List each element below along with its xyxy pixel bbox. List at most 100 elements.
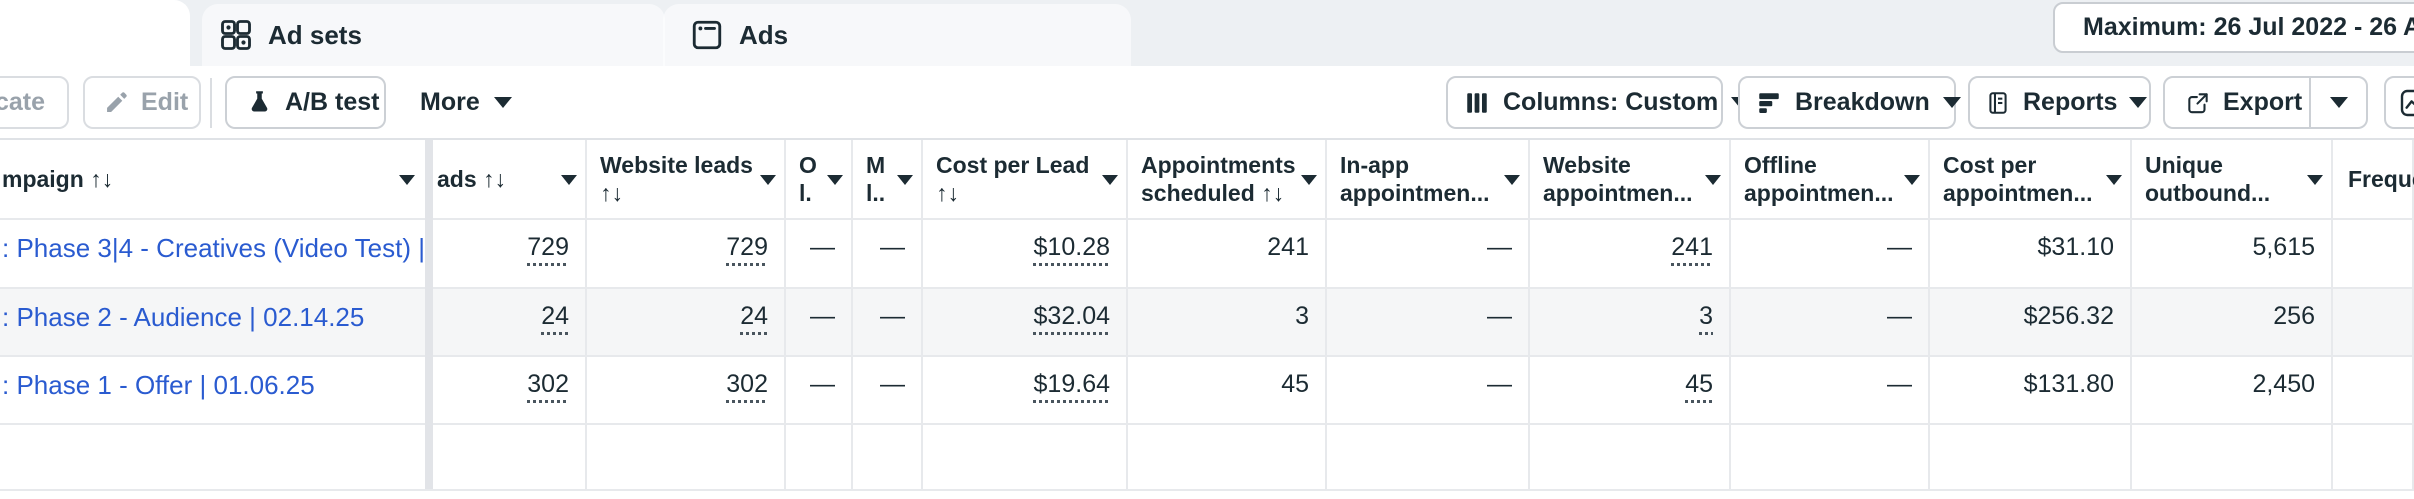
column-header-frequency[interactable]: Freque [2348, 166, 2414, 192]
column-menu-caret-offline_appointments[interactable] [1904, 175, 1920, 185]
breakdown-label: Breakdown [1795, 88, 1930, 116]
column-menu-caret-campaign[interactable] [399, 175, 415, 185]
export-split-divider [2309, 78, 2311, 127]
column-divider [1528, 140, 1530, 489]
column-menu-caret-m_leads[interactable] [897, 175, 913, 185]
column-divider [585, 140, 587, 489]
column-menu-caret-cost_per_lead[interactable] [1102, 175, 1118, 185]
column-menu-caret-o_leads[interactable] [827, 175, 843, 185]
duplicate-button[interactable]: icate [0, 76, 69, 129]
columns-icon [1467, 92, 1487, 113]
export-icon [2188, 92, 2208, 113]
column-divider [2130, 140, 2132, 489]
cell-offline_appointments: — [1887, 233, 1912, 261]
column-menu-caret-unique_outbound[interactable] [2307, 175, 2323, 185]
export-dropdown[interactable] [2311, 97, 2366, 108]
cell-cost_per_lead: $19.64 [1033, 370, 1110, 398]
column-menu-caret-in_app_appointments[interactable] [1504, 175, 1520, 185]
column-divider [851, 140, 853, 489]
row-divider [0, 423, 2414, 425]
breakdown-button[interactable]: Breakdown [1738, 76, 1961, 129]
column-header-website_appointments[interactable]: Website appointmen... [1543, 152, 1693, 206]
column-divider [1928, 140, 1930, 489]
column-menu-caret-leads[interactable] [561, 175, 577, 185]
cell-in_app_appointments: — [1487, 302, 1512, 330]
column-header-offline_appointments[interactable]: Offline appointmen... [1744, 152, 1894, 206]
cell-m_leads: — [880, 233, 905, 261]
ab-test-button[interactable]: A/B test [225, 76, 386, 129]
export-button[interactable]: Export [2163, 76, 2368, 129]
row-divider [0, 218, 2414, 220]
column-menu-caret-website_leads[interactable] [760, 175, 776, 185]
date-range-button[interactable]: Maximum: 26 Jul 2022 - 26 Aug [2053, 2, 2414, 53]
column-menu-caret-website_appointments[interactable] [1705, 175, 1721, 185]
cell-cost_per_lead: $32.04 [1033, 302, 1110, 330]
cell-unique_outbound: 5,615 [2252, 233, 2315, 261]
cell-leads: 729 [527, 233, 569, 261]
column-header-cost_per_lead[interactable]: Cost per Lead ↑↓ [936, 152, 1090, 206]
cell-frequency [2333, 218, 2414, 287]
cell-frequency [2333, 287, 2414, 355]
column-header-cost_per_appointment[interactable]: Cost per appointmen... [1943, 152, 2093, 206]
column-header-in_app_appointments[interactable]: In-app appointmen... [1340, 152, 1490, 206]
cell-offline_appointments: — [1887, 370, 1912, 398]
campaign-link[interactable]: : Phase 1 - Offer | 01.06.25 [2, 370, 315, 400]
cell-website_appointments: 241 [1671, 233, 1713, 261]
tab-ads[interactable]: Ads [663, 4, 1131, 66]
cell-leads: 24 [541, 302, 569, 330]
edit-button[interactable]: Edit [83, 76, 201, 129]
cell-frequency [2333, 355, 2414, 423]
column-divider [1325, 140, 1327, 489]
columns-label: Columns: Custom [1503, 88, 1719, 116]
chevron-down-icon [493, 97, 512, 108]
cell-appointments_scheduled: 3 [1295, 302, 1309, 330]
cell-in_app_appointments: — [1487, 370, 1512, 398]
campaign-tab-bar: Ad sets Ads Maximum: 26 Jul 2022 - 26 Au… [0, 0, 2414, 66]
frozen-column-divider [425, 140, 433, 489]
cell-cost_per_appointment: $131.80 [2023, 370, 2114, 398]
column-header-appointments_scheduled[interactable]: Appointments scheduled ↑↓ [1141, 152, 1296, 206]
row-divider [0, 287, 2414, 289]
columns-button[interactable]: Columns: Custom [1446, 76, 1750, 129]
column-header-leads[interactable]: ads ↑↓ [437, 166, 507, 192]
edit-label: Edit [141, 88, 189, 116]
column-menu-caret-cost_per_appointment[interactable] [2106, 175, 2122, 185]
ads-card-icon [692, 20, 722, 50]
tab-ad-sets-label: Ad sets [268, 19, 362, 50]
cell-cost_per_appointment: $31.10 [2037, 233, 2114, 261]
cell-unique_outbound: 2,450 [2252, 370, 2315, 398]
column-divider [784, 140, 786, 489]
cell-leads: 302 [527, 370, 569, 398]
cell-offline_appointments: — [1887, 302, 1912, 330]
cell-appointments_scheduled: 45 [1281, 370, 1309, 398]
cell-website_leads: 24 [740, 302, 768, 330]
cell-website_appointments: 3 [1699, 302, 1713, 330]
actions-toolbar: icate Edit A/B test More Columns: Custom [0, 66, 2414, 140]
tab-ad-sets[interactable]: Ad sets [202, 4, 665, 66]
column-menu-caret-appointments_scheduled[interactable] [1301, 175, 1317, 185]
cell-cost_per_appointment: $256.32 [2023, 302, 2114, 330]
column-divider [1729, 140, 1731, 489]
column-header-website_leads[interactable]: Website leads ↑↓ [600, 152, 753, 206]
column-header-unique_outbound[interactable]: Unique outbound... [2145, 152, 2271, 206]
cell-unique_outbound: 256 [2273, 302, 2315, 330]
pencil-icon [107, 91, 127, 112]
campaign-link[interactable]: : Phase 2 - Audience | 02.14.25 [2, 302, 365, 332]
more-button[interactable]: More [412, 76, 522, 129]
column-header-campaign[interactable]: mpaign ↑↓ [2, 166, 114, 192]
campaign-link[interactable]: : Phase 3|4 - Creatives (Video Test) | 0… [2, 233, 425, 263]
view-charts-button[interactable] [2384, 76, 2414, 129]
cell-o_leads: — [810, 233, 835, 261]
tab-campaigns-active[interactable] [0, 0, 190, 66]
export-main[interactable]: Export [2165, 78, 2309, 127]
column-divider [1126, 140, 1128, 489]
cell-m_leads: — [880, 302, 905, 330]
cell-website_leads: 302 [726, 370, 768, 398]
reports-button[interactable]: Reports [1968, 76, 2151, 129]
chevron-down-icon [1942, 97, 1961, 108]
date-range-label: Maximum: 26 Jul 2022 - 26 Aug [2083, 13, 2414, 41]
chevron-down-icon [2129, 97, 2148, 108]
